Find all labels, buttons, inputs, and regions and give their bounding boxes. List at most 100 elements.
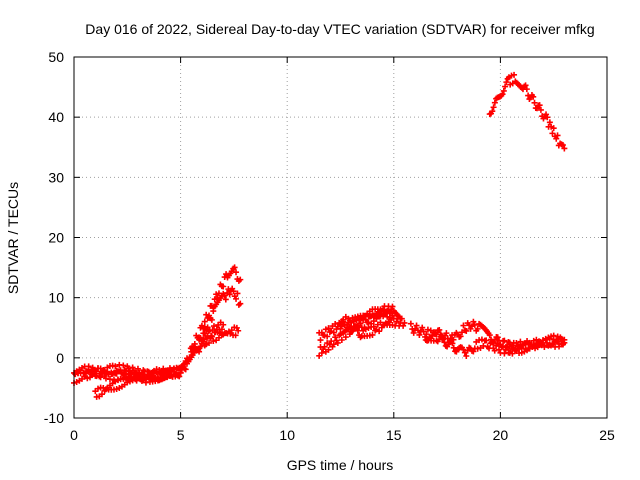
- x-tick-label: 5: [177, 427, 185, 443]
- x-axis-label: GPS time / hours: [287, 457, 394, 473]
- data-point: [208, 333, 215, 340]
- data-point: [463, 327, 470, 334]
- data-point: [332, 334, 339, 341]
- data-point: [328, 338, 335, 345]
- data-point: [215, 334, 222, 341]
- data-point: [168, 372, 175, 379]
- data-point: [416, 331, 423, 338]
- data-point: [419, 324, 426, 331]
- data-point: [541, 343, 548, 350]
- data-point: [460, 346, 467, 353]
- data-point: [330, 341, 337, 348]
- data-point: [509, 350, 516, 357]
- series-sat-h: [337, 303, 397, 328]
- data-point: [156, 366, 163, 373]
- data-point: [523, 86, 530, 93]
- data-point: [423, 331, 430, 338]
- data-point: [410, 329, 417, 336]
- data-point: [188, 348, 195, 355]
- data-point: [474, 325, 481, 332]
- data-point: [537, 106, 544, 113]
- data-point: [237, 276, 244, 283]
- data-point: [210, 338, 217, 345]
- data-point: [466, 322, 473, 329]
- data-point: [230, 288, 237, 295]
- data-point: [100, 366, 107, 373]
- data-point: [145, 374, 152, 381]
- x-tick-label: 10: [279, 427, 295, 443]
- data-point: [344, 321, 351, 328]
- data-point: [204, 324, 211, 331]
- data-point: [376, 328, 383, 335]
- data-point: [491, 347, 498, 354]
- data-point: [88, 371, 95, 378]
- x-tick-label: 15: [386, 427, 402, 443]
- data-point: [321, 343, 328, 350]
- data-point: [354, 327, 361, 334]
- data-point: [126, 368, 133, 375]
- y-tick-label: 40: [48, 109, 64, 125]
- data-point: [542, 336, 549, 343]
- data-point: [494, 340, 501, 347]
- data-point: [544, 114, 551, 121]
- data-point: [503, 79, 510, 86]
- axis-ticks: [73, 56, 608, 419]
- data-point: [134, 365, 141, 372]
- data-point: [161, 373, 168, 380]
- data-point: [222, 296, 229, 303]
- data-point: [407, 320, 414, 327]
- data-point: [460, 322, 467, 329]
- x-tick-label: 0: [70, 427, 78, 443]
- data-point: [443, 330, 450, 337]
- data-point: [94, 365, 101, 372]
- data-point: [561, 339, 568, 346]
- data-point: [450, 344, 457, 351]
- data-point: [200, 330, 207, 337]
- data-point: [353, 324, 360, 331]
- data-point: [511, 71, 518, 78]
- series-sat-d: [188, 285, 244, 355]
- data-point: [330, 329, 337, 336]
- data-point: [546, 335, 553, 342]
- data-point: [398, 315, 405, 322]
- data-point: [440, 334, 447, 341]
- data-point: [471, 321, 478, 328]
- series-sat-k: [486, 71, 568, 152]
- data-point: [486, 332, 493, 339]
- data-point: [554, 132, 561, 139]
- data-point: [318, 350, 325, 357]
- data-point: [424, 326, 431, 333]
- data-point: [325, 346, 332, 353]
- data-point: [232, 332, 239, 339]
- x-tick-label: 20: [493, 427, 509, 443]
- data-point: [414, 327, 421, 334]
- y-tick-label: -10: [44, 410, 64, 426]
- data-point: [499, 91, 506, 98]
- data-point: [317, 337, 324, 344]
- grid-lines: [74, 57, 607, 418]
- data-point: [557, 335, 564, 342]
- data-point: [198, 322, 205, 329]
- data-point: [213, 291, 220, 298]
- data-point: [186, 354, 193, 361]
- data-point: [86, 374, 93, 381]
- data-point: [390, 307, 397, 314]
- data-point: [436, 326, 443, 333]
- data-point: [196, 348, 203, 355]
- y-tick-labels: -10 0 10 20 30 40 50: [44, 49, 64, 426]
- data-point: [483, 337, 490, 344]
- data-point: [491, 99, 498, 106]
- data-point: [549, 340, 556, 347]
- x-tick-label: 25: [599, 427, 615, 443]
- data-point: [164, 368, 171, 375]
- y-tick-label: 20: [48, 230, 64, 246]
- data-point: [112, 363, 119, 370]
- data-point: [233, 269, 240, 276]
- data-point: [234, 290, 241, 297]
- data-point: [231, 264, 238, 271]
- data-point: [218, 326, 225, 333]
- data-point: [561, 145, 568, 152]
- data-point: [235, 327, 242, 334]
